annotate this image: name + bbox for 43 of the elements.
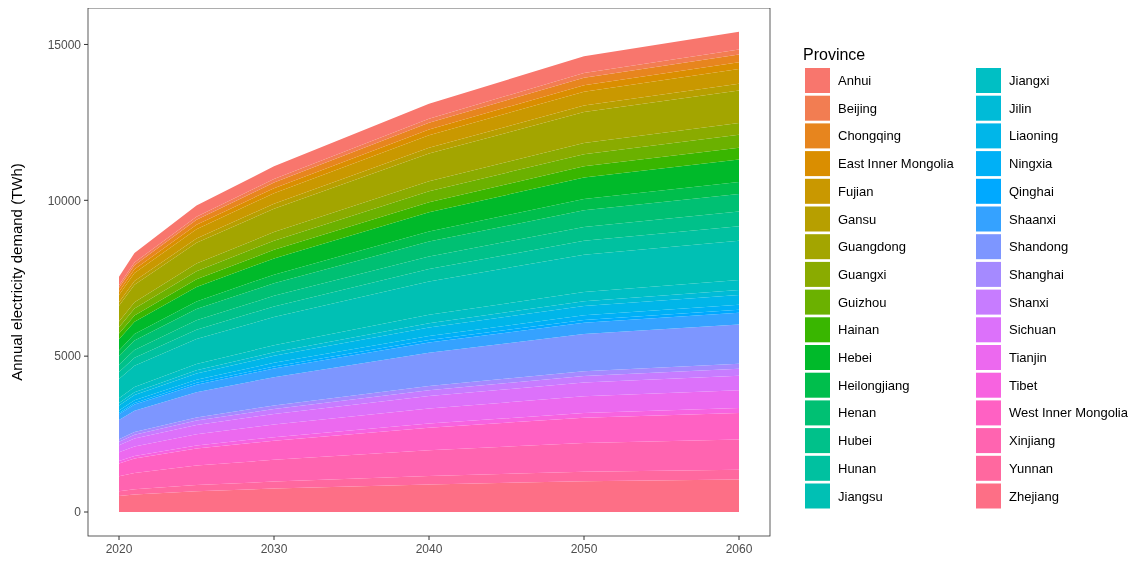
legend-label: Hunan (838, 460, 877, 476)
y-tick-label: 15000 (47, 37, 82, 52)
y-axis-title: Annual electricity demand (TWh) (8, 163, 25, 381)
legend-label: Hainan (838, 322, 880, 338)
legend-label: Gansu (838, 211, 877, 227)
legend-label: East Inner Mongolia (838, 156, 955, 172)
legend-label: Henan (838, 405, 877, 421)
x-tick-label: 2060 (725, 542, 753, 556)
legend-label: Hebei (838, 350, 873, 366)
y-tick-label: 0 (74, 505, 82, 520)
legend-label: Heilongjiang (838, 377, 910, 393)
legend-label: Tibet (1009, 377, 1038, 393)
legend-label: Shanxi (1009, 294, 1049, 310)
legend-title: Province (803, 46, 866, 63)
legend-label: Jiangsu (838, 488, 883, 504)
legend-label: Guizhou (838, 294, 887, 310)
y-tick-label: 5000 (54, 349, 82, 364)
legend-label: Shanghai (1009, 266, 1065, 282)
legend-label: Chongqing (838, 128, 901, 144)
legend-label: Beijing (838, 100, 878, 116)
legend-label: Xinjiang (1009, 433, 1056, 449)
legend-label: Guangxi (838, 266, 887, 282)
legend-label: Fujian (838, 183, 874, 199)
legend-label: Tianjin (1009, 350, 1047, 366)
legend-label: Shandong (1009, 239, 1069, 255)
legend-label: Guangdong (838, 239, 906, 255)
legend-label: Jilin (1009, 100, 1032, 116)
legend-label: West Inner Mongolia (1009, 405, 1129, 421)
x-tick-label: 2030 (260, 542, 288, 556)
legend-label: Liaoning (1009, 128, 1059, 144)
legend-label: Ningxia (1009, 156, 1054, 172)
legend-label: Qinghai (1009, 183, 1054, 199)
legend-label: Hubei (838, 433, 873, 449)
y-tick-label: 10000 (47, 193, 82, 208)
legend-label: Jiangxi (1009, 73, 1050, 89)
x-tick-label: 2040 (415, 542, 443, 556)
legend-label: Zhejiang (1009, 488, 1059, 504)
legend-label: Anhui (838, 73, 872, 89)
x-tick-label: 2050 (570, 542, 598, 556)
legend-label: Yunnan (1009, 460, 1054, 476)
legend-label: Sichuan (1009, 322, 1056, 338)
legend-label: Shaanxi (1009, 211, 1057, 227)
x-tick-label: 2020 (105, 542, 133, 556)
